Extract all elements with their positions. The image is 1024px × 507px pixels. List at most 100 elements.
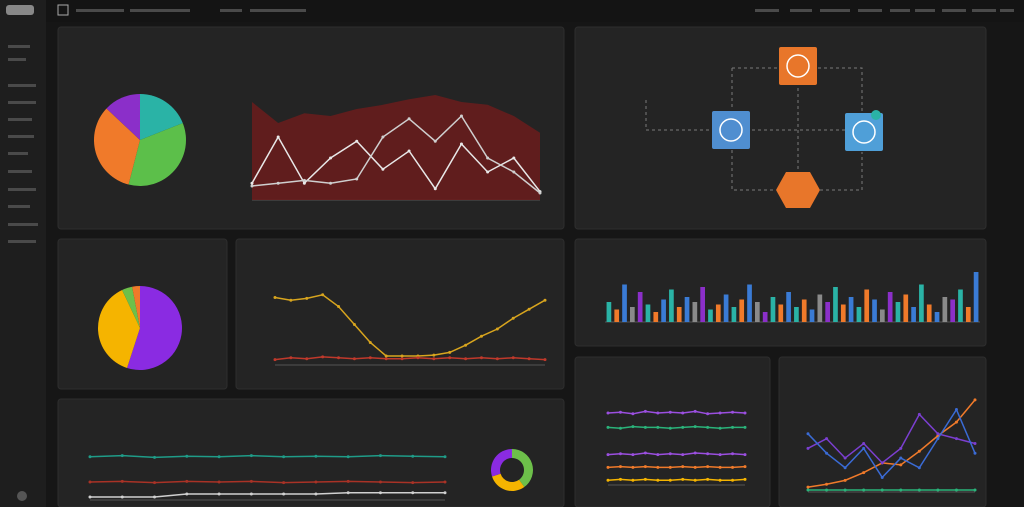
point	[416, 356, 420, 360]
node[interactable]	[776, 172, 820, 208]
bar	[637, 292, 643, 322]
node[interactable]	[845, 113, 883, 151]
bar	[801, 299, 807, 322]
point	[381, 167, 385, 171]
node[interactable]	[712, 111, 750, 149]
point	[718, 478, 722, 482]
point	[681, 453, 685, 457]
point	[486, 156, 490, 160]
point	[656, 478, 660, 482]
point	[368, 356, 372, 360]
point	[631, 465, 635, 469]
point	[681, 411, 685, 415]
point	[693, 478, 697, 482]
point	[606, 465, 610, 469]
area	[252, 95, 540, 200]
top-menu[interactable]	[76, 9, 1014, 12]
node[interactable]	[779, 47, 817, 85]
point	[706, 477, 710, 481]
point	[731, 478, 735, 482]
point	[706, 452, 710, 456]
point	[706, 425, 710, 429]
point	[643, 465, 647, 469]
point	[743, 465, 747, 469]
bar	[880, 309, 885, 322]
sidebar-items[interactable]	[8, 45, 38, 243]
point	[378, 491, 382, 495]
point	[512, 170, 516, 174]
point	[973, 451, 977, 455]
point	[120, 479, 124, 483]
point	[249, 492, 253, 496]
point	[352, 323, 356, 326]
point	[355, 177, 359, 181]
point	[843, 488, 847, 492]
slice	[512, 449, 534, 487]
point	[314, 480, 318, 484]
point	[718, 411, 722, 415]
bar	[809, 309, 815, 322]
slice	[122, 286, 140, 328]
logo	[6, 5, 34, 15]
point	[153, 495, 157, 499]
point	[825, 451, 829, 455]
point	[656, 425, 660, 429]
bar	[669, 289, 674, 322]
bar	[786, 292, 791, 322]
bar	[965, 307, 971, 322]
point	[718, 426, 722, 430]
point	[899, 463, 903, 467]
bar	[770, 297, 776, 322]
slice	[140, 94, 183, 140]
bar	[692, 302, 698, 322]
point	[731, 425, 735, 429]
point	[276, 135, 280, 139]
line	[251, 135, 541, 193]
point	[618, 465, 622, 469]
bar	[903, 294, 909, 322]
point	[400, 357, 404, 361]
point	[273, 358, 277, 362]
point	[384, 354, 388, 358]
bar	[661, 299, 666, 322]
point	[825, 482, 829, 486]
bar	[934, 312, 940, 322]
bar	[731, 307, 737, 322]
line	[274, 293, 546, 357]
point	[459, 142, 463, 146]
point	[368, 341, 372, 344]
slice	[128, 123, 186, 186]
top-bar	[46, 0, 1024, 22]
bar	[973, 272, 979, 322]
settings-icon[interactable]	[17, 491, 27, 501]
point	[153, 455, 157, 459]
point	[448, 350, 452, 354]
point	[862, 471, 866, 475]
line	[89, 480, 446, 484]
point	[899, 488, 903, 492]
point	[411, 454, 415, 458]
point	[862, 488, 866, 492]
point	[693, 465, 697, 469]
point	[954, 420, 958, 424]
point	[217, 480, 221, 484]
point	[378, 480, 382, 484]
point	[806, 488, 810, 492]
point	[743, 411, 747, 415]
point	[217, 455, 221, 459]
bar	[872, 299, 877, 322]
point	[954, 437, 958, 441]
point	[443, 491, 447, 495]
point	[825, 488, 829, 492]
point	[681, 477, 685, 481]
point	[289, 298, 293, 302]
point	[843, 478, 847, 482]
point	[486, 170, 490, 174]
line	[807, 407, 976, 479]
point	[443, 455, 447, 459]
point	[843, 466, 847, 470]
point	[432, 353, 436, 357]
menu-icon[interactable]	[57, 4, 69, 16]
slice	[132, 286, 140, 328]
